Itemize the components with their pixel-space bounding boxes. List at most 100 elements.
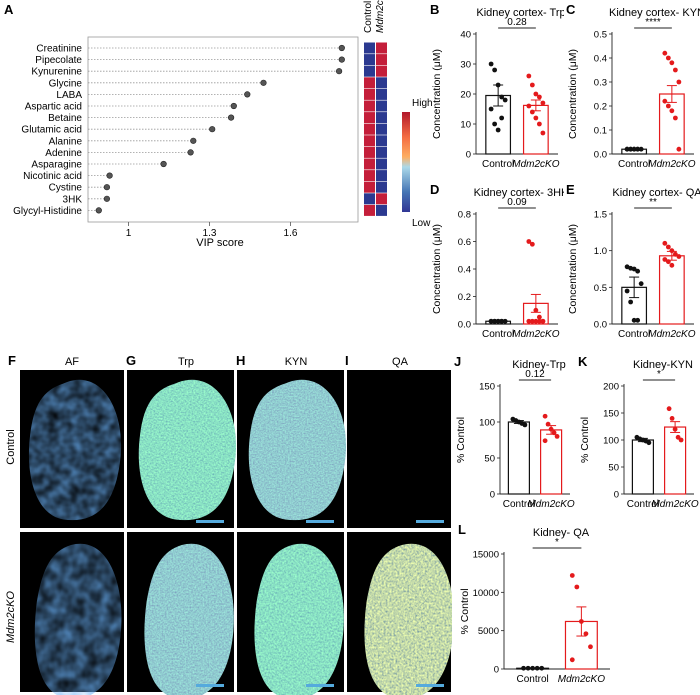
panel-d-chart: D Kidney cortex- 3HK Concentration (μM) 0.0… [430, 182, 564, 340]
data-point [672, 426, 678, 432]
panel-letter-g: G [126, 353, 136, 368]
y-tick-label: 100 [603, 436, 619, 447]
color-scale-bar [402, 112, 410, 212]
panel-f-title: AF [65, 356, 79, 368]
heatmap-cell [376, 100, 387, 112]
panel-letter-c: C [566, 2, 576, 17]
metabolite-label: Cystine [49, 183, 83, 194]
kyn-ko-image [237, 532, 344, 695]
data-point [635, 317, 641, 323]
data-point [488, 318, 494, 324]
data-point [665, 103, 671, 109]
y-tick-label: 0 [490, 490, 495, 501]
data-point [676, 254, 682, 259]
y-tick-label: 0.6 [458, 237, 471, 248]
y-axis-label: % Control [459, 588, 471, 634]
heatmap-cell [364, 158, 375, 170]
heatmap-cell [364, 42, 375, 54]
data-point [536, 314, 542, 320]
chart-title: Kidney-Trp [512, 359, 565, 371]
heatmap-col-control: Control [363, 1, 374, 33]
heatmap-cell [364, 88, 375, 100]
data-point [530, 665, 536, 671]
data-point [495, 82, 501, 88]
panel-letter-d: D [430, 182, 439, 197]
data-point [588, 644, 593, 650]
panel-i-title: QA [392, 356, 409, 368]
metabolite-label: Glycine [49, 78, 83, 89]
data-point [628, 146, 634, 152]
heatmap-cell [364, 54, 375, 66]
panel-h-title: KYN [285, 356, 308, 368]
heatmap-cell [364, 170, 375, 182]
vip-point [336, 68, 343, 75]
heatmap-cell [376, 77, 387, 89]
trp-control-image [127, 370, 237, 528]
metabolite-label: Alanine [49, 136, 83, 147]
y-tick-label: 50 [484, 454, 495, 465]
bar [658, 93, 685, 155]
data-point [631, 146, 637, 152]
data-point [669, 108, 675, 114]
color-scale-high: High [412, 98, 433, 109]
panel-j-chart: J Kidney-Trp % Control 0 50 100 150 ControlMdm2… [454, 354, 575, 510]
x-category-label: Mdm2cKO [651, 499, 698, 510]
row-label-control: Control [5, 429, 17, 464]
data-point [669, 262, 675, 268]
y-tick-label: 20 [460, 90, 471, 101]
heatmap-cell [376, 158, 387, 170]
vip-point [187, 149, 194, 156]
data-point [526, 103, 532, 109]
data-point [495, 318, 501, 324]
imaging-panels: F AF G Trp H KYN I QA Control Mdm2cKO [0, 352, 452, 695]
data-point [492, 318, 498, 324]
data-point [529, 109, 535, 115]
heatmap-cell [376, 88, 387, 100]
data-point [533, 318, 539, 324]
vip-point [230, 102, 237, 110]
y-axis-label: Concentration (μM) [431, 224, 443, 314]
data-point [554, 434, 560, 439]
trp-ko-image [127, 532, 234, 695]
metabolite-label: Betaine [48, 113, 82, 124]
chart-title: Kidney-KYN [633, 359, 693, 371]
data-point [669, 248, 675, 254]
data-point [492, 67, 498, 73]
data-point [502, 318, 508, 324]
y-tick-label: 15000 [473, 550, 499, 561]
heatmap-cell [376, 112, 387, 124]
heatmap-cell [364, 100, 375, 112]
significance-label: * [555, 537, 559, 548]
data-point [665, 244, 671, 250]
vip-point [103, 184, 110, 191]
panel-letter-i: I [345, 353, 349, 368]
heatmap-col-ko: Mdm2cKO [375, 0, 386, 33]
data-point [635, 268, 641, 274]
bar [663, 426, 687, 495]
data-point [492, 121, 498, 127]
data-point [578, 619, 584, 624]
panel-letter-e: E [566, 182, 575, 197]
data-point [533, 91, 539, 97]
metabolite-label: Nicotinic acid [23, 171, 82, 182]
heatmap-cell [376, 170, 387, 182]
metabolite-label: Kynurenine [31, 67, 82, 78]
data-point [529, 241, 535, 247]
panel-letter-a: A [4, 2, 14, 17]
metabolite-label: Glycyl-Histidine [13, 206, 82, 217]
data-point [526, 318, 532, 324]
metabolite-label: Glutamic acid [21, 125, 82, 136]
x-category-label: Control [618, 159, 650, 170]
y-axis-label: % Control [455, 417, 467, 463]
data-point [536, 94, 542, 100]
data-point [499, 94, 505, 100]
heatmap-cell [376, 54, 387, 66]
data-point [628, 299, 634, 305]
x-category-label: Mdm2cKO [648, 159, 695, 170]
heatmap-cell [376, 135, 387, 147]
heatmap-cell [364, 193, 375, 205]
x-category-label: Mdm2cKO [648, 329, 695, 340]
data-point [624, 288, 630, 294]
data-point [551, 430, 557, 436]
heatmap-cell [376, 204, 387, 216]
